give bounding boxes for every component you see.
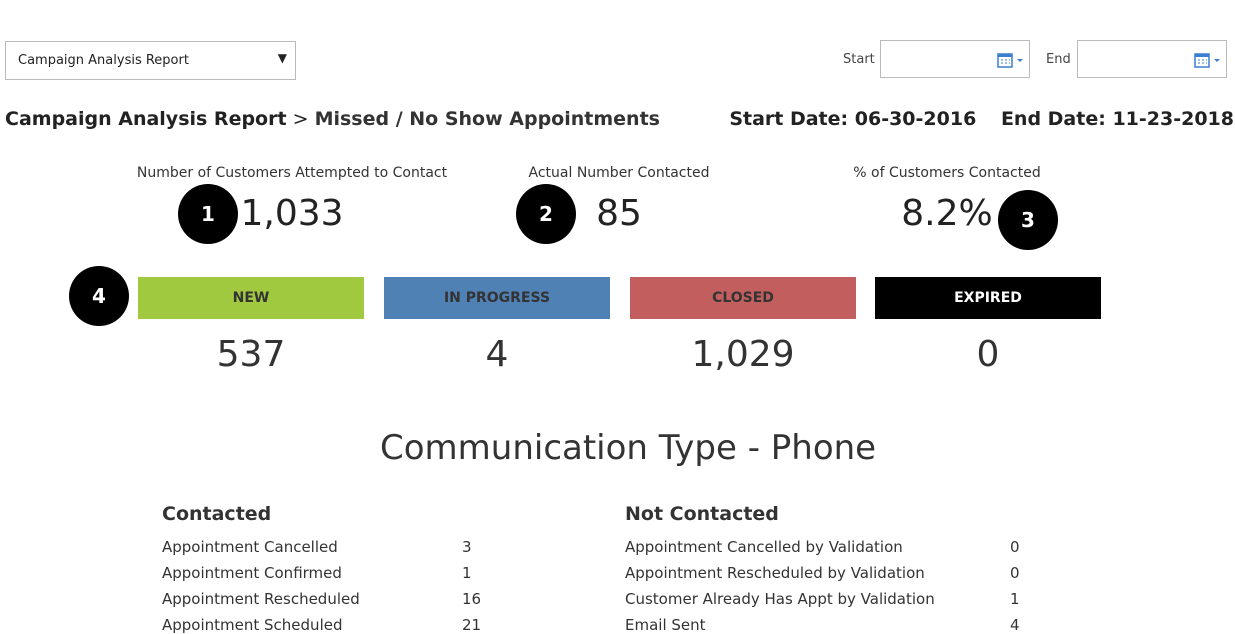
breadcrumb-separator: > <box>292 108 309 130</box>
metric-label: % of Customers Contacted <box>853 165 1041 181</box>
status-badge: EXPIRED <box>875 277 1101 319</box>
annotation-marker: 2 <box>516 184 576 244</box>
row-value: 16 <box>462 590 482 608</box>
row-value: 21 <box>462 616 482 634</box>
status-badge: NEW <box>138 277 364 319</box>
metric-label: Actual Number Contacted <box>528 165 710 181</box>
annotation-marker: 1 <box>178 184 238 244</box>
status-count: 0 <box>976 334 1000 375</box>
row-label: Appointment Confirmed <box>162 564 342 582</box>
breadcrumb-page: Missed / No Show Appointments <box>314 108 660 130</box>
row-label: Appointment Rescheduled by Validation <box>625 564 925 582</box>
end-date: 11-23-2018 <box>1112 108 1234 130</box>
row-label: Appointment Cancelled by Validation <box>625 538 903 556</box>
metric-value: 85 <box>596 193 642 234</box>
end-label: End <box>1046 52 1071 67</box>
row-value: 1 <box>462 564 472 582</box>
metric-value: 8.2% <box>901 193 993 234</box>
start-date-input[interactable] <box>880 40 1030 78</box>
row-value: 0 <box>1010 564 1020 582</box>
table-title: Not Contacted <box>625 503 779 525</box>
calendar-icon[interactable] <box>1194 52 1222 68</box>
status-badge: IN PROGRESS <box>384 277 610 319</box>
row-value: 0 <box>1010 538 1020 556</box>
start-label: Start <box>843 52 875 67</box>
metric-label: Number of Customers Attempted to Contact <box>136 165 448 181</box>
date-range: Start Date: 06-30-2016 End Date: 11-23-2… <box>729 108 1234 130</box>
row-label: Appointment Rescheduled <box>162 590 360 608</box>
dropdown-arrow: ▼ <box>277 51 287 65</box>
annotation-marker: 3 <box>998 190 1058 250</box>
row-value: 4 <box>1010 616 1020 634</box>
breadcrumb: Campaign Analysis Report > Missed / No S… <box>5 108 660 130</box>
breadcrumb-report[interactable]: Campaign Analysis Report <box>5 108 287 130</box>
end-date-input[interactable] <box>1077 40 1227 78</box>
annotation-marker: 4 <box>69 266 129 326</box>
row-label: Customer Already Has Appt by Validation <box>625 590 935 608</box>
row-label: Appointment Cancelled <box>162 538 338 556</box>
table-title: Contacted <box>162 503 272 525</box>
row-label: Appointment Scheduled <box>162 616 343 634</box>
metric-value: 1,033 <box>240 193 344 234</box>
start-date: 06-30-2016 <box>854 108 977 130</box>
status-count: 4 <box>485 334 509 375</box>
status-badge: CLOSED <box>630 277 856 319</box>
row-label: Email Sent <box>625 616 706 634</box>
row-value: 1 <box>1010 590 1020 608</box>
report-select-text: Campaign Analysis Report <box>18 53 189 68</box>
status-count: 1,029 <box>691 334 795 375</box>
row-value: 3 <box>462 538 472 556</box>
end-date-label: End Date: <box>1000 108 1106 130</box>
calendar-icon[interactable] <box>997 52 1025 68</box>
start-date-label: Start Date: <box>729 108 849 130</box>
status-count: 537 <box>216 334 286 375</box>
section-title: Communication Type - Phone <box>380 428 877 468</box>
report-select[interactable]: Campaign Analysis Report ▼ <box>5 41 296 80</box>
